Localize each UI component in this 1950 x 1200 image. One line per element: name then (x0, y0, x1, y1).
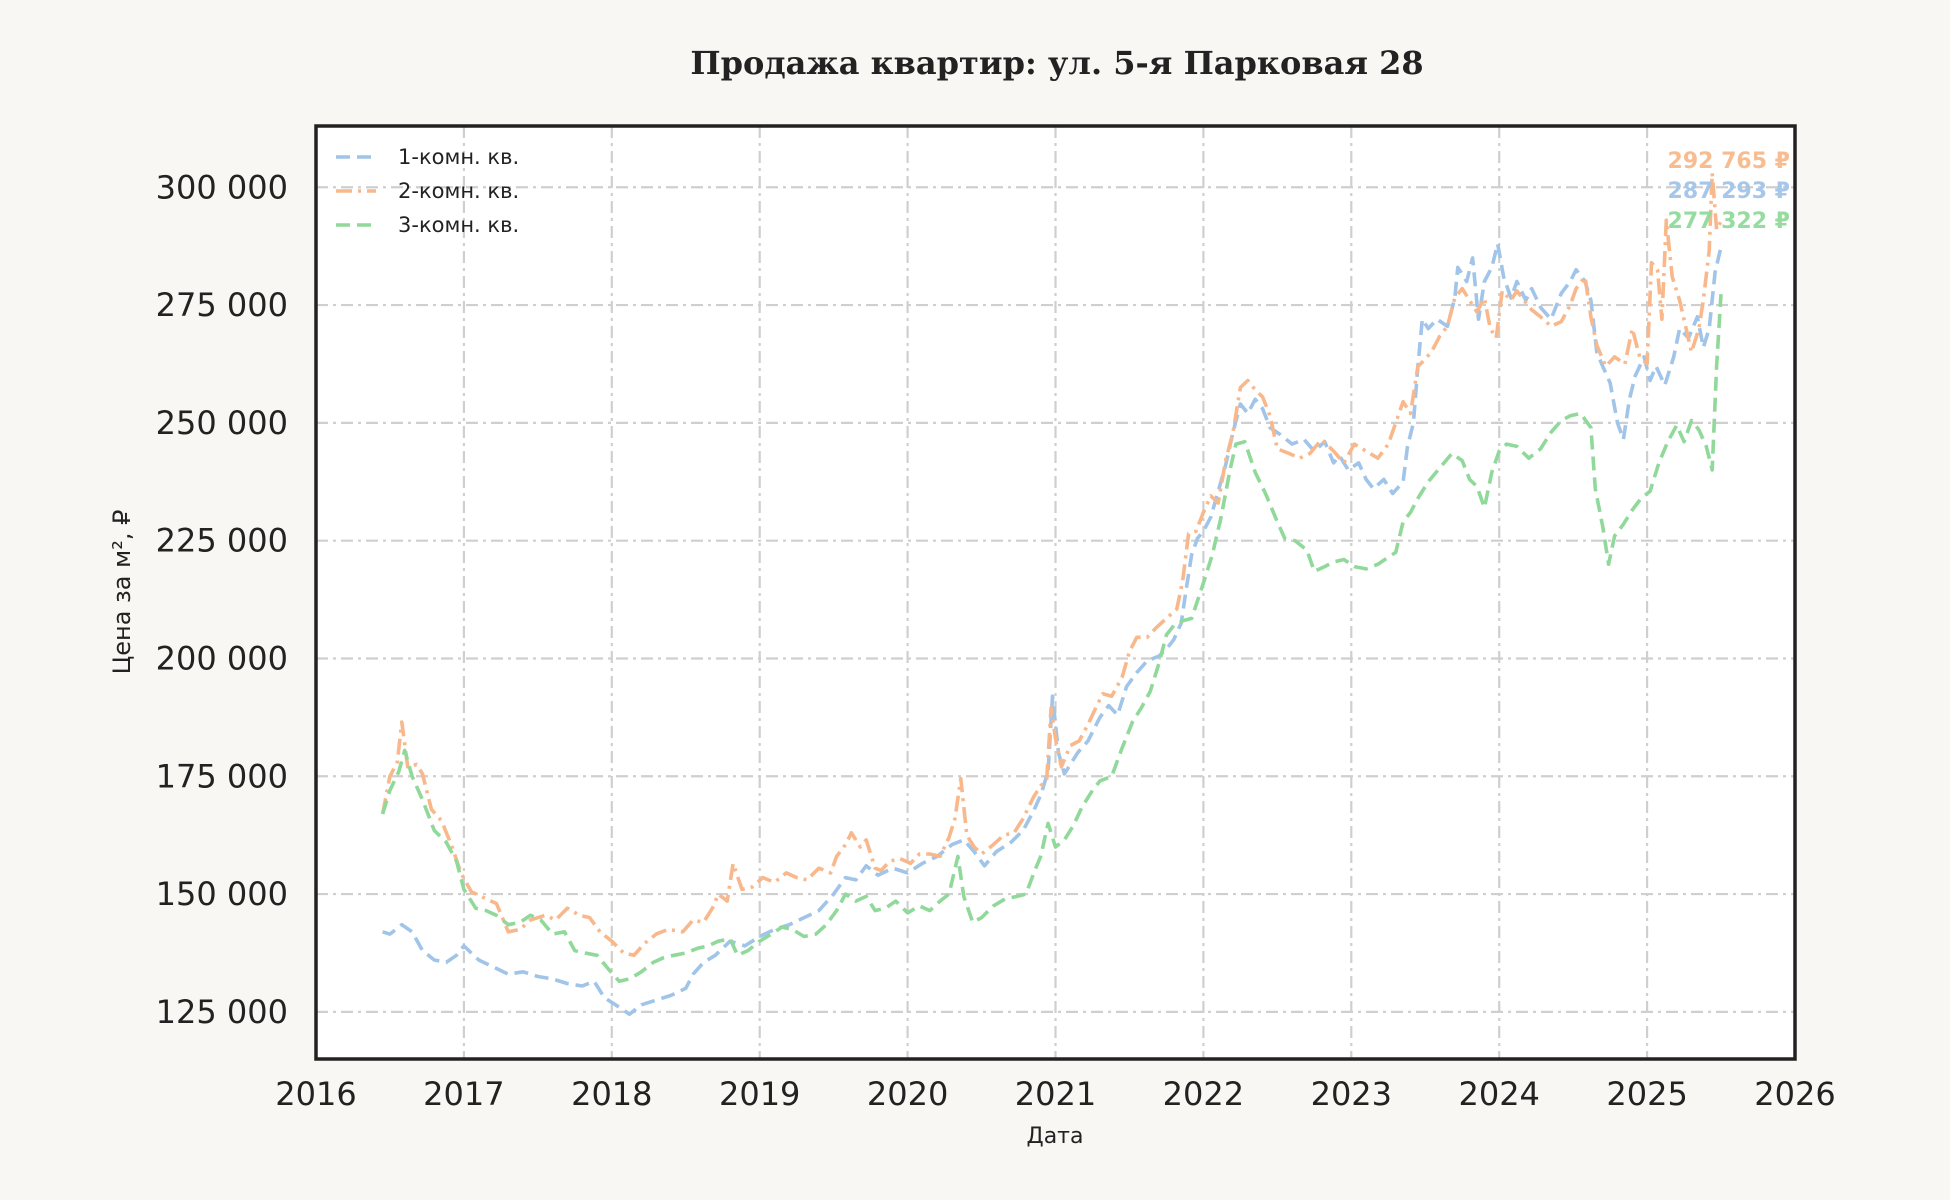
x-tick-label: 2019 (719, 1075, 800, 1113)
end-labels: 292 765 ₽ 287 293 ₽ 277 322 ₽ (1668, 149, 1790, 234)
chart-title: Продажа квартир: ул. 5-я Парковая 28 (690, 44, 1423, 82)
y-tick-label: 300 000 (156, 168, 288, 206)
y-tick-label: 275 000 (156, 286, 288, 324)
x-axis-label: Дата (1027, 1124, 1084, 1149)
x-tick-label: 2017 (423, 1075, 504, 1113)
x-tick-label: 2018 (571, 1075, 652, 1113)
series-line-3 (380, 293, 1723, 984)
axis-ticks: 2016 2017 2018 2019 2020 2021 2022 2023 2024 2025… (156, 168, 1836, 1113)
y-axis-label: Цена за м², ₽ (108, 510, 136, 675)
legend: 1-комн. кв. 2-комн. кв. 3-комн. кв. (336, 145, 519, 237)
legend-label: 2-комн. кв. (398, 179, 519, 203)
series-end-label: 287 293 ₽ (1668, 179, 1790, 204)
y-tick-label: 225 000 (156, 522, 288, 560)
x-tick-label: 2026 (1754, 1075, 1835, 1113)
x-tick-label: 2025 (1606, 1075, 1687, 1113)
x-tick-label: 2016 (275, 1075, 356, 1113)
y-tick-label: 200 000 (156, 639, 288, 677)
series-lines (380, 171, 1723, 1016)
x-tick-label: 2023 (1311, 1075, 1392, 1113)
series-end-label: 292 765 ₽ (1668, 149, 1790, 174)
legend-label: 1-комн. кв. (398, 145, 519, 169)
x-tick-label: 2022 (1163, 1075, 1244, 1113)
x-tick-label: 2021 (1015, 1075, 1096, 1113)
y-tick-label: 125 000 (156, 993, 288, 1031)
x-tick-label: 2020 (867, 1075, 948, 1113)
legend-label: 3-комн. кв. (398, 213, 519, 237)
y-tick-label: 175 000 (156, 757, 288, 795)
y-tick-label: 250 000 (156, 404, 288, 442)
x-tick-label: 2024 (1458, 1075, 1539, 1113)
plot-frame (314, 124, 1797, 1061)
series-end-label: 277 322 ₽ (1668, 209, 1790, 234)
series-line-1 (382, 242, 1723, 1016)
y-tick-label: 150 000 (156, 875, 288, 913)
series-line-2 (380, 171, 1723, 958)
